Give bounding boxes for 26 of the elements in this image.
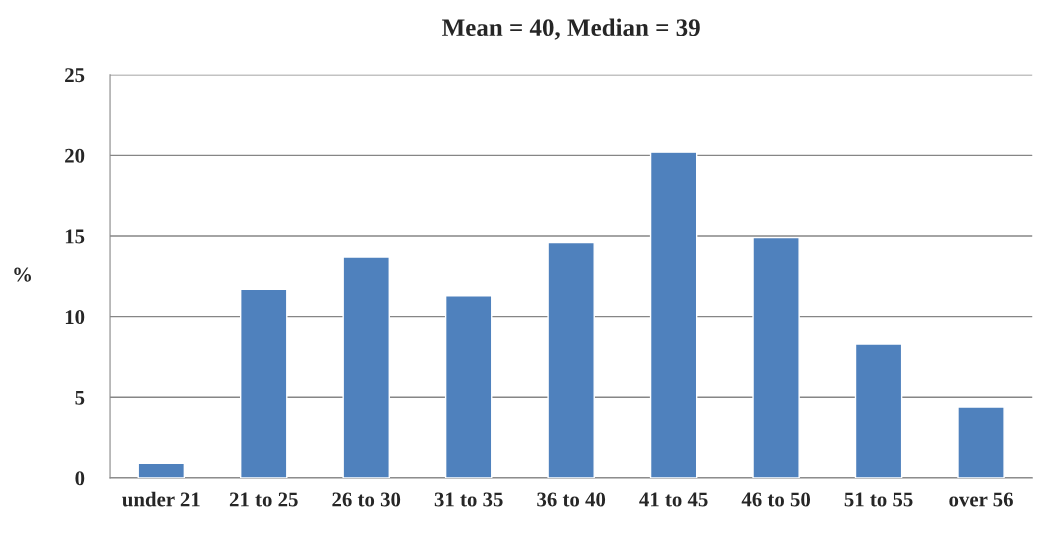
x-tick-label: under 21 xyxy=(122,491,200,507)
bar xyxy=(239,288,288,478)
bar xyxy=(547,241,595,478)
x-tick-label: 41 to 45 xyxy=(639,492,708,507)
x-tick-label: 21 to 25 xyxy=(229,492,298,507)
y-tick-label: 10 xyxy=(65,310,85,325)
y-axis-title: % xyxy=(14,267,31,282)
bar xyxy=(649,151,698,478)
y-tick-label: 15 xyxy=(65,229,85,244)
y-tick-label: 20 xyxy=(65,148,85,163)
bar xyxy=(957,406,1005,478)
x-tick-label: 46 to 50 xyxy=(741,492,811,507)
bar xyxy=(854,343,903,478)
bar xyxy=(444,295,493,478)
y-tick-label: 5 xyxy=(75,390,85,405)
x-tick-label: 51 to 55 xyxy=(844,492,913,507)
x-tick-label: 36 to 40 xyxy=(537,492,606,507)
bar xyxy=(752,236,800,478)
x-tick-label: 31 to 35 xyxy=(434,492,503,507)
bar xyxy=(342,256,390,478)
bar xyxy=(137,462,186,478)
x-tick-label: over 56 xyxy=(949,492,1013,507)
y-tick-label: 0 xyxy=(75,471,85,486)
chart-title: Mean = 40, Median = 39 xyxy=(442,18,700,40)
x-tick-label: 26 to 30 xyxy=(332,492,401,507)
y-tick-label: 25 xyxy=(65,68,85,83)
